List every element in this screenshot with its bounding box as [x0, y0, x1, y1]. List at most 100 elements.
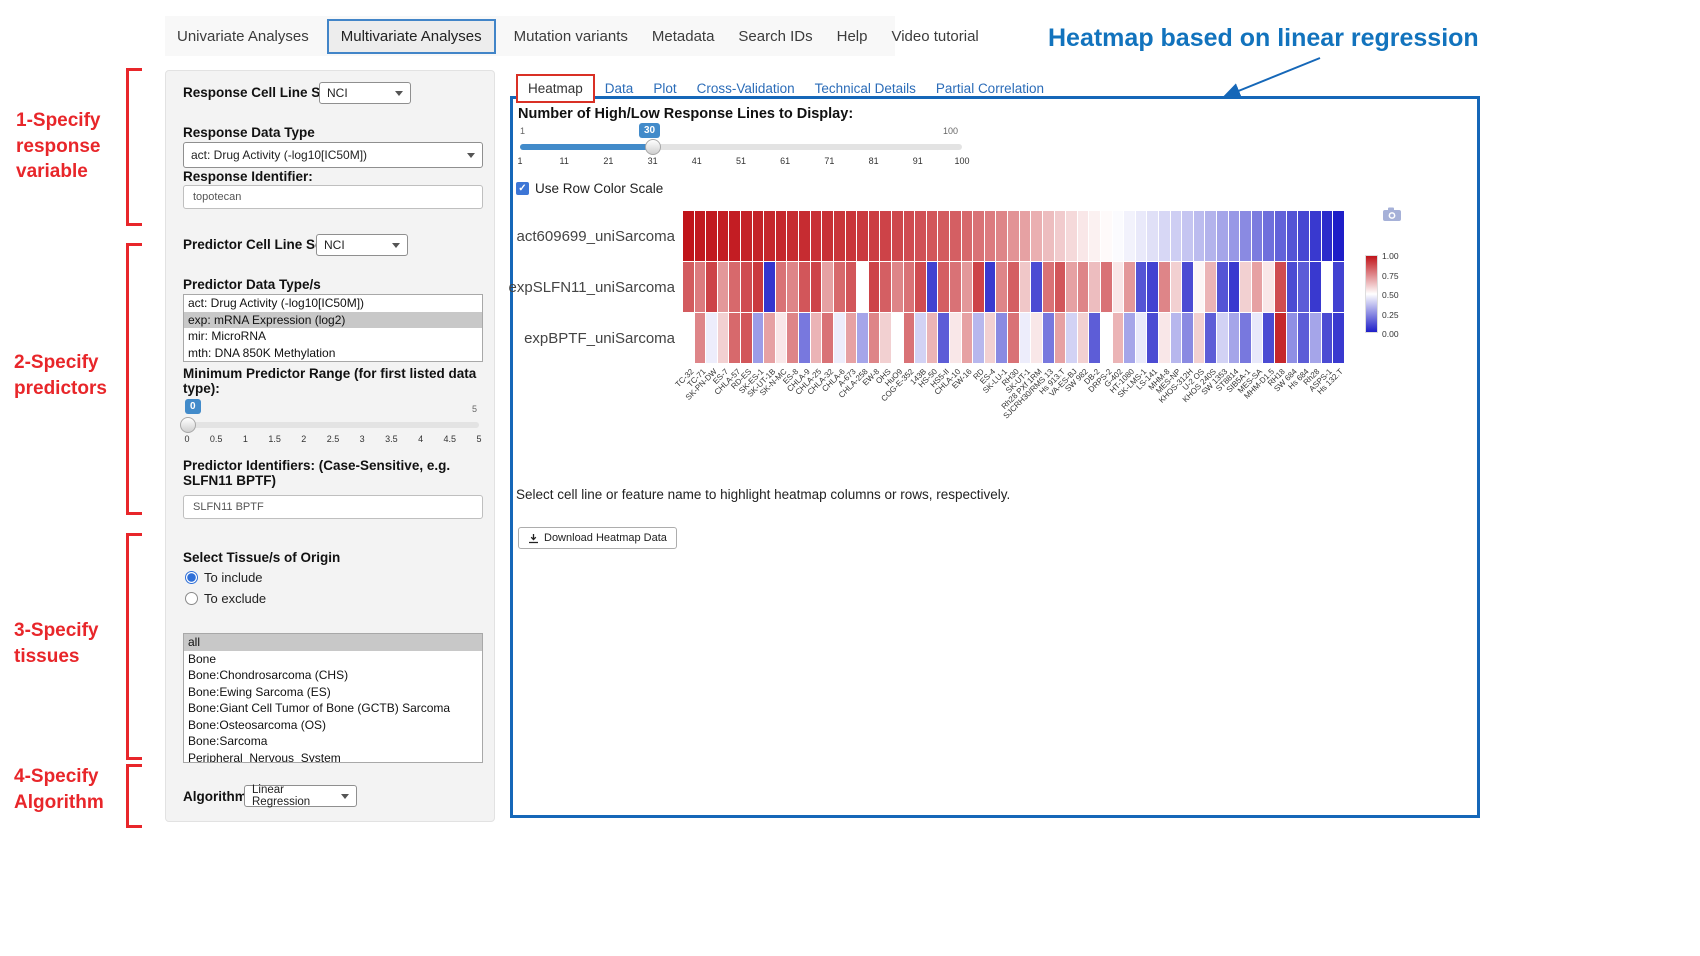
heatmap-cell[interactable] [1322, 313, 1333, 363]
min-predictor-range-slider[interactable] [187, 422, 479, 428]
heatmap-cell[interactable] [1217, 262, 1228, 312]
tab-cross-validation[interactable]: Cross-Validation [687, 76, 805, 101]
heatmap-cell[interactable] [1240, 262, 1251, 312]
heatmap-cell[interactable] [1124, 262, 1135, 312]
heatmap-cell[interactable] [1089, 313, 1100, 363]
heatmap-cell[interactable] [1263, 262, 1274, 312]
heatmap-cell[interactable] [1136, 211, 1147, 261]
heatmap-cell[interactable] [938, 313, 949, 363]
heatmap-cell[interactable] [1043, 313, 1054, 363]
heatmap-cell[interactable] [1066, 262, 1077, 312]
tissue-listbox[interactable]: allBoneBone:Chondrosarcoma (CHS)Bone:Ewi… [183, 633, 483, 763]
heatmap-cell[interactable] [869, 262, 880, 312]
heatmap-cell[interactable] [718, 313, 729, 363]
heatmap-cell[interactable] [904, 262, 915, 312]
min-predictor-range-slider-handle[interactable] [180, 417, 196, 433]
heatmap-cell[interactable] [1298, 313, 1309, 363]
listbox-option[interactable]: all [184, 634, 482, 651]
heatmap-cell[interactable] [1078, 313, 1089, 363]
heatmap-cell[interactable] [1055, 262, 1066, 312]
heatmap-cell[interactable] [764, 313, 775, 363]
heatmap-cell[interactable] [1217, 313, 1228, 363]
heatmap-cell[interactable] [1043, 262, 1054, 312]
heatmap-cell[interactable] [811, 211, 822, 261]
heatmap-cell[interactable] [695, 313, 706, 363]
heatmap-cell[interactable] [1031, 313, 1042, 363]
heatmap-row-label[interactable]: expSLFN11_uniSarcoma [509, 279, 675, 296]
listbox-option[interactable]: Bone:Osteosarcoma (OS) [184, 717, 482, 734]
heatmap-cell[interactable] [1020, 262, 1031, 312]
heatmap-cell[interactable] [857, 313, 868, 363]
listbox-option[interactable]: mth: DNA 850K Methylation [184, 345, 482, 362]
listbox-option[interactable]: act: Drug Activity (-log10[IC50M]) [184, 295, 482, 312]
predictor-identifiers-input[interactable]: SLFN11 BPTF [183, 495, 483, 519]
heatmap-cell[interactable] [1205, 313, 1216, 363]
heatmap-cell[interactable] [822, 211, 833, 261]
heatmap-cell[interactable] [706, 262, 717, 312]
heatmap-cell[interactable] [718, 211, 729, 261]
listbox-option[interactable]: Bone:Giant Cell Tumor of Bone (GCTB) Sar… [184, 700, 482, 717]
heatmap-cell[interactable] [1020, 211, 1031, 261]
heatmap-cell[interactable] [1113, 313, 1124, 363]
heatmap-cell[interactable] [1124, 313, 1135, 363]
heatmap-cell[interactable] [1055, 313, 1066, 363]
heatmap-cell[interactable] [1147, 262, 1158, 312]
heatmap-cell[interactable] [1147, 313, 1158, 363]
algorithm-select[interactable]: Linear Regression [244, 785, 357, 807]
tissue-include-label[interactable]: To include [204, 570, 263, 585]
heatmap-cell[interactable] [915, 262, 926, 312]
heatmap-cell[interactable] [904, 313, 915, 363]
heatmap-cell[interactable] [1182, 313, 1193, 363]
heatmap-cell[interactable] [1089, 211, 1100, 261]
heatmap-cell[interactable] [741, 262, 752, 312]
tab-plot[interactable]: Plot [643, 76, 686, 101]
heatmap-cell[interactable] [985, 211, 996, 261]
camera-icon[interactable] [1382, 206, 1402, 222]
heatmap-cell[interactable] [892, 262, 903, 312]
heatmap-cell[interactable] [996, 211, 1007, 261]
heatmap-cell[interactable] [1252, 262, 1263, 312]
heatmap-cell[interactable] [1008, 211, 1019, 261]
heatmap-cell[interactable] [811, 313, 822, 363]
heatmap-cell[interactable] [1078, 262, 1089, 312]
heatmap-cell[interactable] [1101, 211, 1112, 261]
nav-multivariate-analyses[interactable]: Multivariate Analyses [327, 19, 496, 54]
tab-technical-details[interactable]: Technical Details [805, 76, 926, 101]
listbox-option[interactable]: Bone:Sarcoma [184, 733, 482, 750]
heatmap-cell[interactable] [1159, 262, 1170, 312]
heatmap-cell[interactable] [729, 211, 740, 261]
heatmap-cell[interactable] [1147, 211, 1158, 261]
heatmap-cell[interactable] [1159, 313, 1170, 363]
heatmap-cell[interactable] [1055, 211, 1066, 261]
tab-data[interactable]: Data [595, 76, 644, 101]
heatmap-cell[interactable] [846, 211, 857, 261]
heatmap-cell[interactable] [1322, 211, 1333, 261]
heatmap-cell[interactable] [834, 262, 845, 312]
heatmap-cell[interactable] [683, 313, 694, 363]
heatmap-cell[interactable] [799, 313, 810, 363]
heatmap-cell[interactable] [1136, 262, 1147, 312]
heatmap-cell[interactable] [1031, 211, 1042, 261]
heatmap-cell[interactable] [1171, 313, 1182, 363]
heatmap-cell[interactable] [1333, 313, 1344, 363]
heatmap-cell[interactable] [776, 211, 787, 261]
heatmap-cell[interactable] [1310, 211, 1321, 261]
heatmap-cell[interactable] [1182, 262, 1193, 312]
heatmap-cell[interactable] [787, 262, 798, 312]
heatmap-cell[interactable] [857, 262, 868, 312]
heatmap-cell[interactable] [1217, 211, 1228, 261]
nav-metadata[interactable]: Metadata [640, 28, 727, 45]
heatmap-cell[interactable] [1008, 262, 1019, 312]
download-heatmap-data-button[interactable]: Download Heatmap Data [518, 527, 677, 549]
heatmap-cell[interactable] [1275, 211, 1286, 261]
heatmap-cell[interactable] [753, 262, 764, 312]
heatmap-cell[interactable] [846, 313, 857, 363]
heatmap-cell[interactable] [857, 211, 868, 261]
heatmap-cell[interactable] [962, 313, 973, 363]
tissue-exclude-radio[interactable] [185, 592, 198, 605]
heatmap-cell[interactable] [1124, 211, 1135, 261]
heatmap-cell[interactable] [950, 262, 961, 312]
heatmap-cell[interactable] [880, 313, 891, 363]
heatmap-cell[interactable] [1298, 211, 1309, 261]
tab-partial-correlation[interactable]: Partial Correlation [926, 76, 1054, 101]
